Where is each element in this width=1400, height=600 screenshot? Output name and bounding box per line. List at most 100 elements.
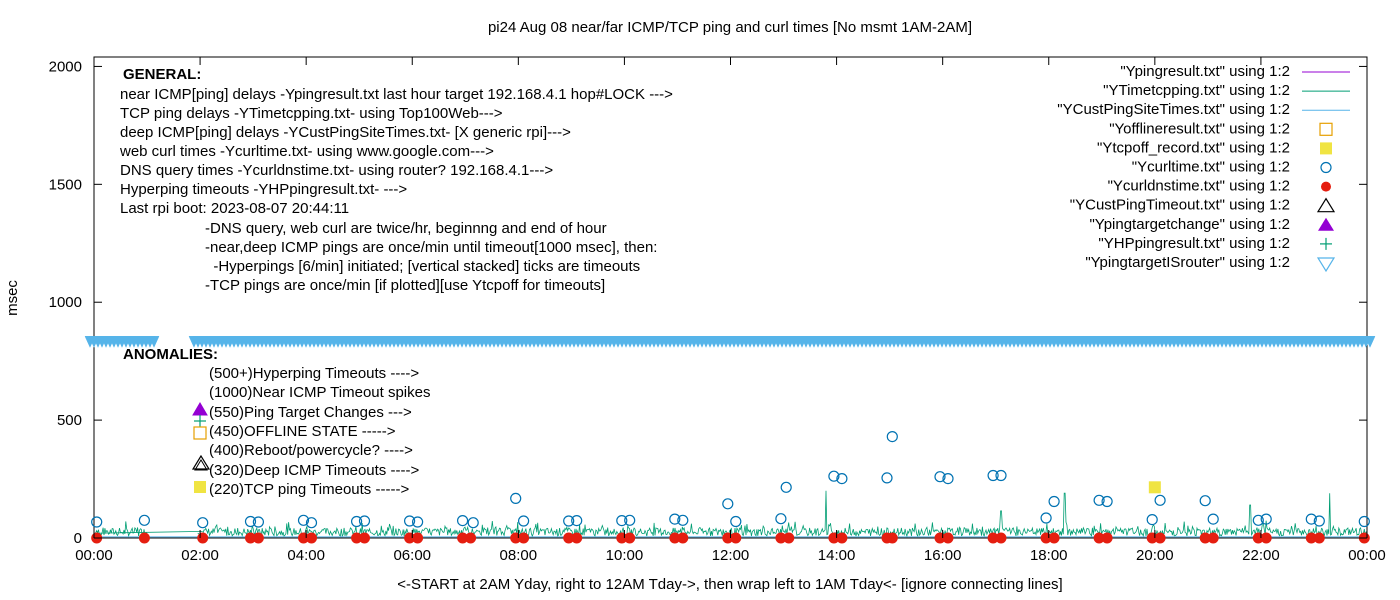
anomaly-line: (1000)Near ICMP Timeout spikes — [209, 384, 430, 401]
dns-point — [1313, 532, 1325, 544]
dns-point — [252, 532, 264, 544]
chart-title: pi24 Aug 08 near/far ICMP/TCP ping and c… — [488, 19, 972, 36]
curl-point — [1093, 494, 1105, 506]
legend-dns-icon — [1321, 181, 1331, 192]
dns-point — [624, 532, 636, 544]
legend-label: "Ypingresult.txt" using 1:2 — [1120, 63, 1290, 80]
curl-point — [412, 516, 424, 528]
curl-point — [91, 516, 103, 528]
y-tick-label: 2000 — [49, 58, 82, 75]
curl-point — [1154, 494, 1166, 506]
timeout-marker — [194, 459, 208, 471]
anomaly-line: (450)OFFLINE STATE -----> — [209, 423, 396, 440]
curl-point — [828, 470, 840, 482]
curl-point — [836, 473, 848, 485]
anomalies-block: ANOMALIES: (500+)Hyperping Timeouts ----… — [123, 346, 430, 498]
general-line: web curl times -Ycurltime.txt- using www… — [119, 143, 494, 160]
isrouter-band — [84, 336, 1376, 348]
legend-label: "YCustPingSiteTimes.txt" using 1:2 — [1057, 101, 1290, 118]
general-line: DNS query times -Ycurldnstime.txt- using… — [120, 162, 553, 179]
general-line: Last rpi boot: 2023-08-07 20:44:11 — [120, 200, 349, 217]
y-tick-label: 0 — [74, 530, 82, 547]
general-note: -TCP pings are once/min [if plotted][use… — [205, 277, 605, 294]
curl-point — [1252, 514, 1264, 526]
general-line: deep ICMP[ping] delays -YCustPingSiteTim… — [120, 124, 571, 141]
anomaly-line: (320)Deep ICMP Timeouts ----> — [209, 462, 419, 479]
curl-point — [297, 514, 310, 526]
dns-point — [677, 532, 689, 544]
x-tick-label: 04:00 — [287, 547, 325, 564]
target-change-marker — [192, 402, 208, 416]
dns-point — [465, 532, 477, 544]
y-axis: 0 500 1000 1500 2000 — [49, 58, 1367, 547]
dns-point — [995, 532, 1007, 544]
y-tick-label: 1500 — [49, 176, 82, 193]
legend-label: "Ycurltime.txt" using 1:2 — [1132, 159, 1290, 176]
legend-target-icon — [1318, 217, 1334, 231]
legend-label: "Ycurldnstime.txt" using 1:2 — [1108, 178, 1290, 195]
curl-point — [934, 471, 946, 483]
curl-point — [1146, 513, 1158, 526]
dns-point — [730, 532, 742, 544]
legend-label: "Ytcpoff_record.txt" using 1:2 — [1097, 139, 1290, 156]
tcpoff-point — [1148, 481, 1161, 494]
x-tick-label: 00:00 — [75, 547, 113, 564]
y-axis-label: msec — [4, 280, 21, 316]
curl-point — [467, 517, 479, 529]
curl-point — [252, 516, 264, 528]
curl-point — [351, 515, 363, 528]
curl-point — [624, 514, 636, 526]
general-note: -DNS query, web curl are twice/hr, begin… — [205, 220, 607, 237]
y-tick-label: 1000 — [49, 294, 82, 311]
dns-series — [91, 532, 1370, 544]
dns-point — [1101, 532, 1113, 544]
timeout-marker — [191, 454, 211, 470]
curl-point — [197, 517, 209, 529]
curl-point — [138, 514, 150, 526]
curl-point — [571, 514, 583, 527]
curl-point — [775, 513, 787, 525]
x-tick-label: 12:00 — [712, 547, 750, 564]
y-tick-label: 500 — [57, 412, 82, 429]
anomaly-line: (500+)Hyperping Timeouts ----> — [209, 365, 419, 382]
dns-point — [306, 532, 317, 544]
dns-point — [886, 532, 898, 544]
curl-point — [1207, 513, 1219, 525]
curl-point — [457, 514, 469, 527]
curl-point — [1101, 495, 1113, 508]
x-tick-label: 14:00 — [818, 547, 856, 564]
dns-point — [836, 532, 848, 544]
general-line: TCP ping delays -YTimetcpping.txt- using… — [120, 105, 503, 122]
dns-point — [1048, 532, 1060, 544]
curl-point — [305, 517, 318, 529]
legend-timeout-icon — [1316, 197, 1336, 213]
dns-point — [412, 532, 424, 544]
curl-point — [780, 481, 792, 493]
isrouter-markers — [84, 336, 1376, 348]
curl-point — [1305, 513, 1317, 525]
curl-point — [1048, 495, 1060, 508]
curl-point — [677, 514, 689, 526]
x-axis-label: <-START at 2AM Yday, right to 12AM Tday-… — [397, 576, 1062, 593]
general-note: -near,deep ICMP pings are once/min until… — [205, 239, 657, 256]
curl-point — [404, 515, 416, 527]
general-heading: GENERAL: — [123, 66, 201, 83]
curl-point — [886, 431, 898, 443]
general-block: GENERAL: near ICMP[ping] delays -Ypingre… — [119, 66, 673, 294]
dns-point — [1207, 532, 1219, 544]
curl-point — [730, 515, 742, 528]
legend-tcpoff-icon — [1320, 142, 1332, 155]
legend-label: "YTimetcpping.txt" using 1:2 — [1103, 82, 1290, 99]
curl-point — [563, 515, 575, 527]
legend-isrouter-icon — [1316, 257, 1336, 273]
general-note: -Hyperpings [6/min] initiated; [vertical… — [205, 258, 640, 275]
legend-label: "Yofflineresult.txt" using 1:2 — [1109, 120, 1290, 137]
x-tick-label: 00:00 — [1348, 547, 1386, 564]
curl-point — [1199, 495, 1211, 507]
x-tick-label: 16:00 — [924, 547, 962, 564]
curl-point — [1313, 515, 1325, 527]
legend-label: "Ypingtargetchange" using 1:2 — [1089, 216, 1290, 233]
curl-point — [358, 515, 371, 527]
dns-point — [1154, 532, 1166, 544]
